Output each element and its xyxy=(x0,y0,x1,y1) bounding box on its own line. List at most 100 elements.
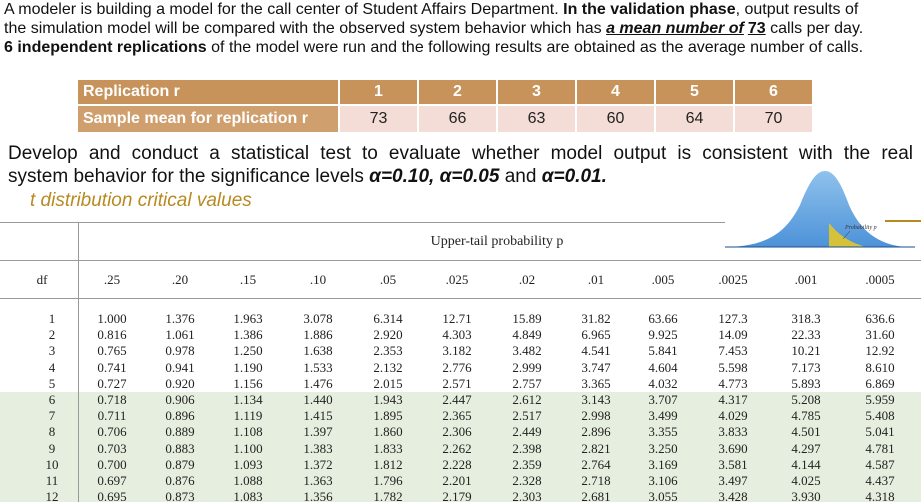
critical-value: 2.920 xyxy=(373,327,403,343)
critical-value: 0.718 xyxy=(97,392,127,407)
critical-value: 1.943 xyxy=(373,392,403,407)
critical-value: 3.690 xyxy=(718,440,748,456)
df-label: 1 xyxy=(48,311,56,326)
critical-value: 5.408 xyxy=(865,408,895,424)
df-label: 6 xyxy=(48,392,56,407)
critical-value: 0.978 xyxy=(165,343,195,359)
critical-value: 0.700 xyxy=(97,456,127,472)
column-header: 4 xyxy=(577,80,654,104)
df-label: 2 xyxy=(48,327,56,343)
critical-value: 0.765 xyxy=(97,343,127,359)
critical-value: 0.711 xyxy=(97,408,127,424)
critical-value: 636.6 xyxy=(865,311,895,326)
critical-value: 0.906 xyxy=(165,392,195,407)
critical-value: 2.764 xyxy=(581,456,611,472)
column-header: .005 xyxy=(651,272,675,287)
text: , output results of xyxy=(735,1,859,18)
column-header: .25 xyxy=(103,272,121,287)
critical-value: 2.132 xyxy=(373,359,403,375)
critical-value: 4.144 xyxy=(791,456,821,472)
critical-value: 2.179 xyxy=(442,489,472,504)
critical-value: 3.930 xyxy=(791,489,821,504)
critical-value: 12.92 xyxy=(865,343,895,359)
critical-value: 3.250 xyxy=(648,440,678,456)
critical-value: 4.773 xyxy=(718,375,748,391)
cell-value: 64 xyxy=(656,106,733,132)
critical-value: 1.108 xyxy=(233,424,263,440)
critical-value: 0.889 xyxy=(165,424,195,440)
critical-value: 2.015 xyxy=(373,375,403,391)
critical-value: 7.453 xyxy=(718,343,748,359)
critical-value: 6.314 xyxy=(373,311,403,326)
critical-value: 1.415 xyxy=(303,408,333,424)
cell-value: 66 xyxy=(419,106,496,132)
critical-value: 2.999 xyxy=(512,359,542,375)
critical-value: 15.89 xyxy=(512,311,542,326)
critical-value: 1.796 xyxy=(373,473,403,488)
critical-value: 0.873 xyxy=(165,489,195,504)
row-header: Replication r xyxy=(78,80,338,104)
text: calls per day. xyxy=(765,20,864,37)
critical-value: 3.355 xyxy=(648,424,678,440)
critical-value: 1.895 xyxy=(373,408,403,424)
critical-value: 2.681 xyxy=(581,489,611,504)
critical-value: 1.533 xyxy=(303,359,333,375)
column-header: .20 xyxy=(171,272,189,287)
critical-value: 127.3 xyxy=(718,311,748,326)
critical-value: 14.09 xyxy=(718,327,748,343)
critical-value: 5.841 xyxy=(648,343,678,359)
critical-value: 3.182 xyxy=(442,343,472,359)
critical-value: 5.041 xyxy=(865,424,895,440)
column-header: .001 xyxy=(794,272,818,287)
critical-value: 1.963 xyxy=(233,311,263,326)
intro-line: 6 independent replications of the model … xyxy=(4,38,863,57)
critical-value: 2.517 xyxy=(512,408,542,424)
df-label: 9 xyxy=(48,440,56,456)
cell-value: 63 xyxy=(498,106,575,132)
critical-value: 2.365 xyxy=(442,408,472,424)
critical-value: 1.638 xyxy=(303,343,333,359)
bold-text: 6 independent replications xyxy=(4,39,207,56)
column-header: .01 xyxy=(587,272,605,287)
critical-value: 4.781 xyxy=(865,440,895,456)
critical-value: 22.33 xyxy=(791,327,821,343)
critical-value: 1.100 xyxy=(233,440,263,456)
critical-value: 5.893 xyxy=(791,375,821,391)
critical-value: 4.785 xyxy=(791,408,821,424)
critical-value: 0.920 xyxy=(165,375,195,391)
critical-value: 2.303 xyxy=(512,489,542,504)
row-band xyxy=(0,392,921,502)
critical-value: 1.886 xyxy=(303,327,333,343)
critical-value: 0.883 xyxy=(165,440,195,456)
critical-value: 2.328 xyxy=(512,473,542,488)
text: system behavior for the significance lev… xyxy=(8,166,370,187)
critical-value: 2.398 xyxy=(512,440,542,456)
alpha-levels: α=0.10, α=0.05 xyxy=(369,166,500,187)
critical-value: 3.428 xyxy=(718,489,748,504)
table-caption: Upper-tail probability p xyxy=(430,234,564,249)
column-header: 6 xyxy=(735,80,812,104)
critical-value: 0.703 xyxy=(97,440,127,456)
rule xyxy=(0,298,921,299)
critical-value: 10.21 xyxy=(791,343,821,359)
rule xyxy=(0,260,921,261)
critical-value: 3.169 xyxy=(648,456,678,472)
critical-value: 4.587 xyxy=(865,456,895,472)
critical-value: 3.581 xyxy=(718,456,748,472)
cell-value: 73 xyxy=(340,106,417,132)
critical-value: 2.359 xyxy=(512,456,542,472)
critical-value: 1.372 xyxy=(303,456,333,472)
row-header: Sample mean for replication r xyxy=(78,106,338,132)
critical-value: 2.353 xyxy=(373,343,403,359)
column-header: .0005 xyxy=(865,272,895,287)
critical-value: 5.208 xyxy=(791,392,821,407)
critical-value: 5.959 xyxy=(865,392,895,407)
critical-value: 1.383 xyxy=(303,440,333,456)
critical-value: 2.447 xyxy=(442,392,472,407)
critical-value: 31.60 xyxy=(865,327,895,343)
column-header: 5 xyxy=(656,80,733,104)
critical-value: 0.741 xyxy=(97,359,127,375)
critical-value: 2.262 xyxy=(442,440,472,456)
df-label: 10 xyxy=(45,456,59,472)
critical-value: 1.134 xyxy=(233,392,263,407)
